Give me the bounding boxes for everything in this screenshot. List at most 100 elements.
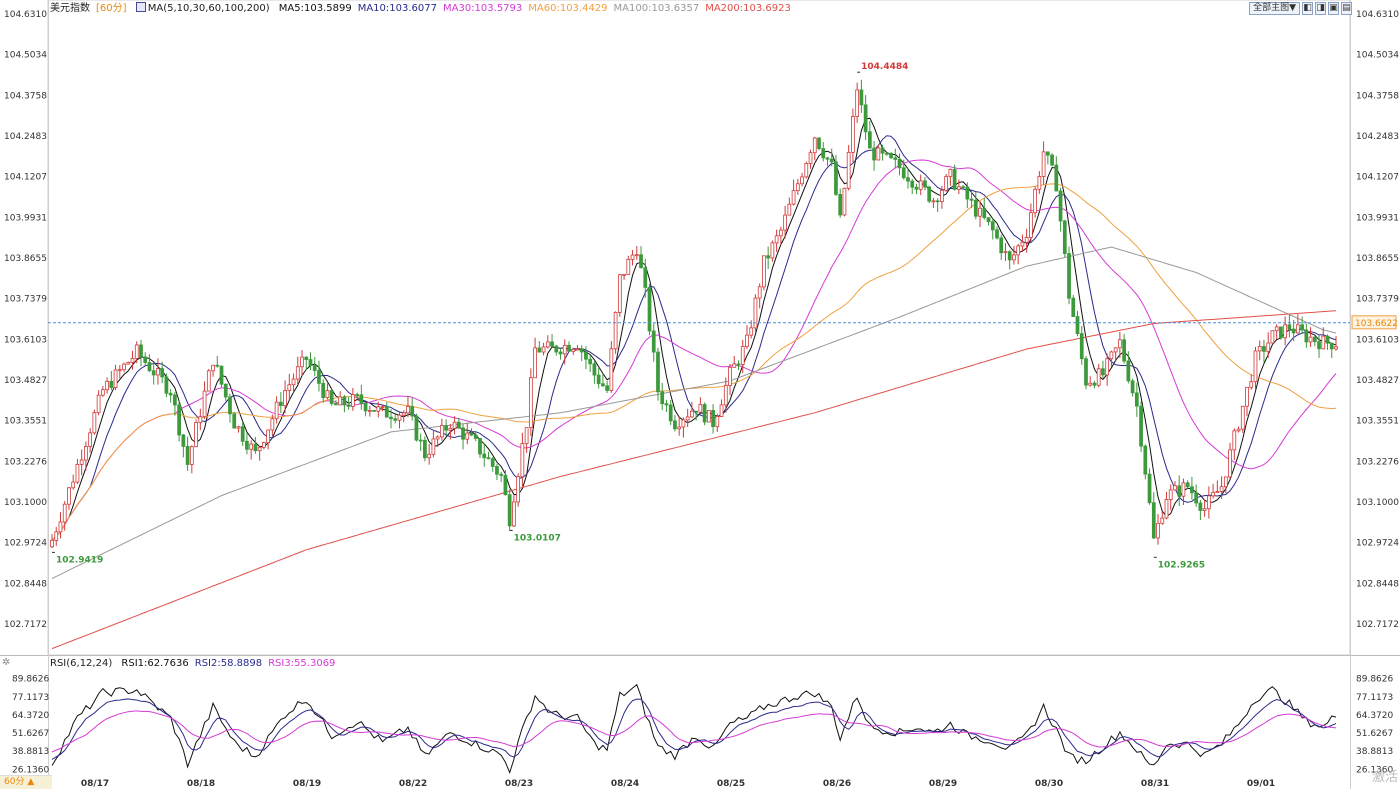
- candle-body: [270, 418, 275, 431]
- date-label-7: 08/26: [823, 779, 851, 789]
- candle-body: [1215, 491, 1220, 493]
- candle-body: [969, 198, 974, 201]
- candle-body: [1105, 358, 1110, 376]
- candle-body: [406, 406, 410, 414]
- candle-body: [177, 404, 181, 436]
- candle-body: [829, 158, 834, 163]
- candle-body: [1232, 430, 1237, 451]
- candle-body: [363, 403, 368, 412]
- candle-body: [685, 416, 690, 421]
- reference-price-tag: [1351, 315, 1397, 330]
- candle-body: [851, 116, 855, 153]
- candle-body: [990, 221, 995, 231]
- candle-body: [393, 418, 398, 421]
- main-chart-select[interactable]: 全部主图▼: [1249, 2, 1300, 15]
- candle-body: [1295, 324, 1300, 334]
- candle-body: [711, 409, 715, 428]
- date-label-1: 08/18: [187, 779, 215, 789]
- candle-body: [1253, 350, 1258, 383]
- candle-body: [728, 366, 732, 386]
- candle-body: [173, 394, 177, 406]
- candle-body: [999, 237, 1004, 254]
- candle-body: [634, 254, 639, 257]
- candle-body: [325, 390, 330, 398]
- date-label-3: 08/22: [399, 779, 427, 789]
- candle-body: [528, 377, 533, 429]
- candle-body: [609, 348, 614, 391]
- candle-body: [876, 147, 881, 161]
- candle-body: [79, 459, 84, 465]
- candle-body: [507, 494, 512, 527]
- candle-body: [304, 356, 309, 360]
- candle-body: [185, 445, 190, 465]
- main-legend: 美元指数 [60分] MA(5,10,30,60,100,200) MA5:103…: [50, 2, 803, 16]
- candle-body: [516, 476, 521, 503]
- price-tick-left-0: 104.6310: [4, 10, 47, 20]
- candle-body: [1067, 253, 1071, 299]
- reference-price-label: 103.6622: [1355, 319, 1398, 329]
- candle-body: [613, 312, 618, 350]
- candle-body: [84, 446, 88, 461]
- candle-body: [317, 370, 321, 384]
- candle-body: [931, 200, 936, 203]
- candle-body: [948, 168, 953, 177]
- rsi-tick-right-4: 38.8813: [1356, 747, 1393, 757]
- candle-body: [791, 190, 796, 205]
- price-tick-right-3: 104.2483: [1356, 132, 1399, 142]
- candle-body: [410, 406, 415, 417]
- candle-body: [923, 180, 927, 188]
- price-tick-left-10: 103.3551: [4, 417, 47, 427]
- candle-body: [512, 501, 516, 527]
- candle-body: [461, 427, 465, 440]
- candle-body: [656, 351, 660, 393]
- candle-body: [130, 357, 135, 363]
- candle-body: [978, 207, 982, 217]
- candle-body: [893, 157, 898, 160]
- ma100-line: [51, 246, 1337, 579]
- candle-body: [1126, 360, 1131, 382]
- candle-body: [75, 463, 80, 483]
- candle-body: [376, 406, 381, 412]
- candle-body: [940, 189, 944, 202]
- candle-body: [287, 384, 292, 391]
- candle-body: [601, 383, 605, 387]
- layout-left-icon[interactable]: ◧: [1302, 2, 1313, 15]
- candle-body: [694, 410, 698, 413]
- period-selector[interactable]: 60分 ▲: [0, 775, 52, 789]
- candle-body: [995, 229, 999, 239]
- rsi1-line: [51, 683, 1337, 775]
- ma-legend-icon[interactable]: [135, 2, 146, 12]
- candle-body: [961, 186, 965, 189]
- candle-body: [96, 394, 101, 414]
- candle-body: [1194, 492, 1199, 504]
- candle-body: [698, 404, 703, 413]
- candle-body: [1088, 382, 1093, 386]
- candle-body: [245, 440, 249, 450]
- price-tick-left-9: 103.4827: [4, 376, 47, 386]
- instrument-name: 美元指数: [50, 3, 90, 14]
- candle-body: [236, 426, 241, 429]
- candle-body: [956, 186, 961, 190]
- rsi-value-0: RSI1:62.7636: [121, 658, 189, 669]
- candle-body: [1240, 405, 1245, 430]
- candle-body: [389, 416, 393, 420]
- candle-body: [1062, 220, 1067, 254]
- layout-list-icon[interactable]: ▤: [1341, 2, 1352, 15]
- gear-icon[interactable]: ✲: [2, 657, 11, 668]
- candle-body: [266, 429, 270, 444]
- candle-body: [122, 363, 126, 371]
- candle-body: [1202, 508, 1207, 511]
- candle-body: [706, 409, 711, 423]
- candle-body: [88, 432, 93, 447]
- layout-full-icon[interactable]: ▣: [1328, 2, 1339, 15]
- candle-body: [283, 390, 287, 406]
- price-tick-right-0: 104.6310: [1356, 10, 1399, 20]
- candle-body: [660, 391, 665, 405]
- candle-body: [702, 404, 707, 423]
- candle-body: [1173, 485, 1177, 491]
- price-tick-left-6: 103.8655: [4, 254, 47, 264]
- annotation-label-1: 103.0107: [514, 533, 561, 543]
- rsi-tick-right-5: 26.1360: [1356, 765, 1393, 775]
- layout-right-icon[interactable]: ◨: [1315, 2, 1326, 15]
